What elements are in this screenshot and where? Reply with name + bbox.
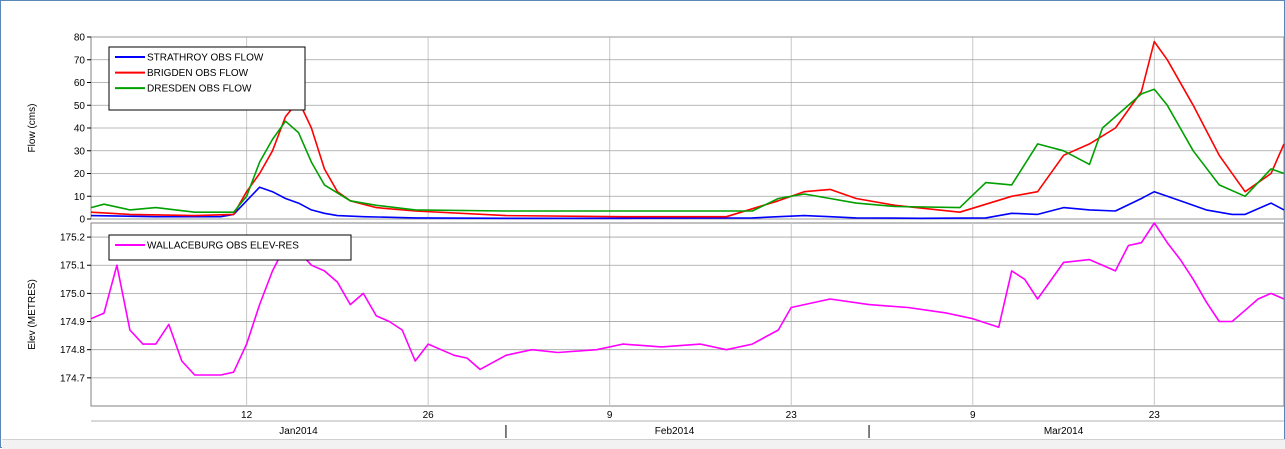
series-line-wallaceburg-obs-elev-res [90, 222, 1285, 376]
y-tick-label: 60 [74, 78, 86, 89]
series-line-strathroy-obs-flow [90, 186, 1285, 220]
y-tick-label: 80 [74, 33, 86, 44]
x-tick-label: 9 [970, 410, 976, 421]
status-strip [2, 439, 1285, 449]
y-tick-label: 0 [79, 215, 85, 226]
legend-label: WALLACEBURG OBS ELEV-RES [147, 241, 299, 252]
y-tick-label: 175.1 [60, 261, 85, 272]
x-tick-label: 23 [786, 410, 798, 421]
x-tick-label: 23 [1149, 410, 1161, 421]
legend-box [108, 234, 352, 261]
flow-panel: 0 10 20 30 40 50 60 70 80 Flow (cms) STRATHROY OBS… [27, 33, 1285, 226]
x-axis: 12 26 9 23 9 23 Jan2014 Feb2014 Mar2014 [91, 410, 1284, 438]
elevation-panel: 174.7 174.8 174.9 175.0 175.1 175.2 Elev (METR… [27, 222, 1285, 407]
legend-label: BRIGDEN OBS FLOW [147, 68, 249, 79]
y-tick-label: 40 [74, 124, 86, 135]
series-line-dresden-obs-flow [90, 88, 1285, 213]
y-axis-label: Flow (cms) [27, 104, 38, 153]
y-tick-label: 174.9 [60, 317, 85, 328]
y-tick-label: 175.2 [60, 233, 85, 244]
x-tick-label: 9 [607, 410, 613, 421]
y-tick-label: 174.8 [60, 345, 85, 356]
y-tick-label: 30 [74, 146, 86, 157]
legend-label: STRATHROY OBS FLOW [147, 53, 264, 64]
x-month-label: Mar2014 [1044, 426, 1084, 437]
y-tick-label: 70 [74, 55, 86, 66]
x-month-label: Feb2014 [655, 426, 695, 437]
legend-label: DRESDEN OBS FLOW [147, 84, 252, 95]
y-axis-label: Elev (METRES) [27, 279, 38, 350]
x-month-label: Jan2014 [279, 426, 318, 437]
x-tick-label: 12 [241, 410, 253, 421]
y-tick-label: 174.7 [60, 373, 85, 384]
y-tick-label: 20 [74, 169, 86, 180]
y-tick-label: 10 [74, 192, 86, 203]
x-tick-label: 26 [423, 410, 435, 421]
y-tick-label: 50 [74, 101, 86, 112]
y-tick-label: 175.0 [60, 289, 85, 300]
series-line-brigden-obs-flow [90, 40, 1285, 218]
